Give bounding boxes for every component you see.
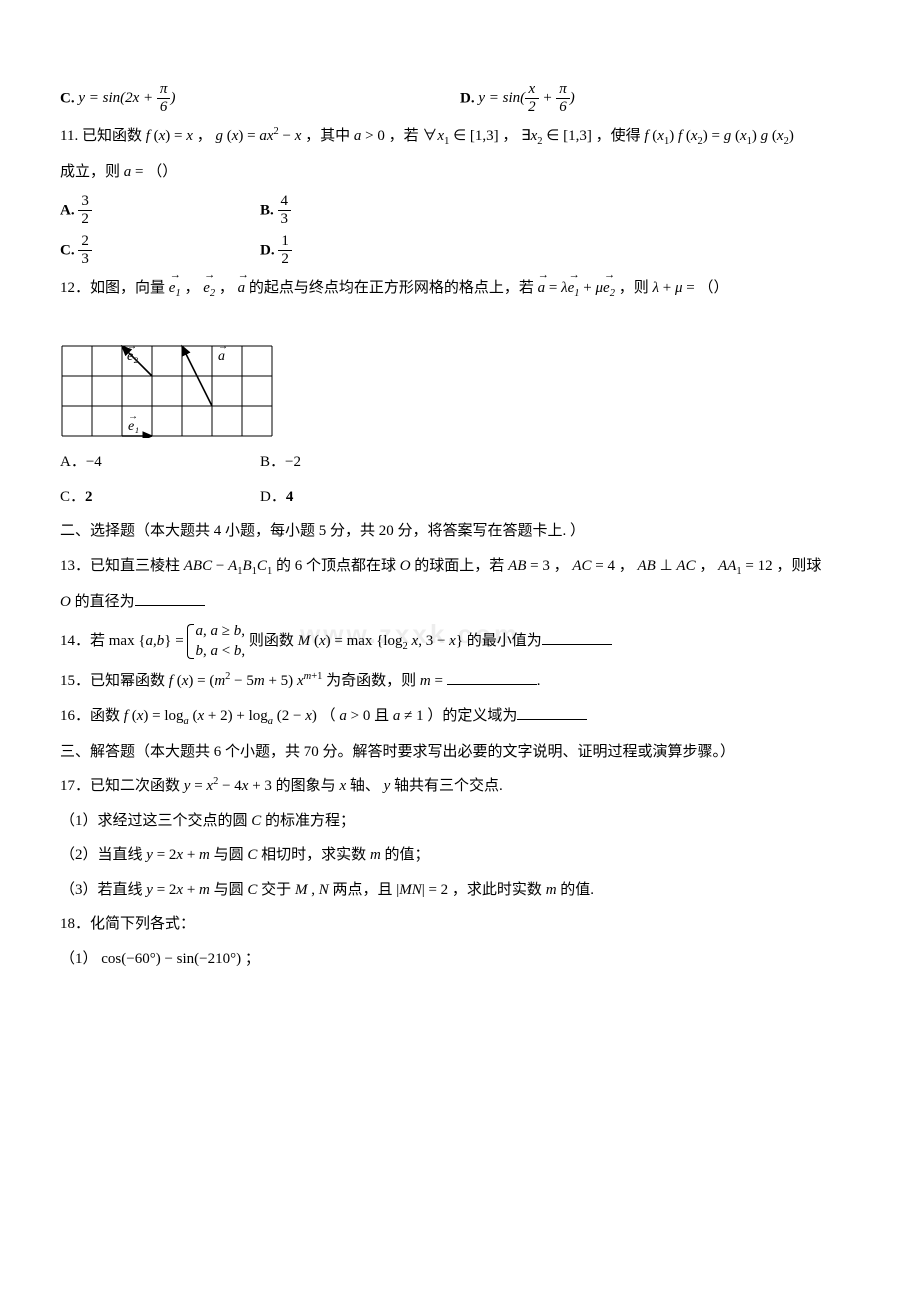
q16-stem: 16．函数 f (x) = loga (x + 2) + loga (2 − x… [60, 702, 860, 732]
q15-blank [447, 669, 537, 685]
q12-opt-d: D．4 [260, 483, 860, 512]
q10-opt-d: D. y = sin(x2 + π6) [460, 82, 860, 116]
q12-grid-svg: e₁→e₂→a→ [60, 314, 274, 438]
q12-stem: 12．如图，向量 e1 ， e2 ， a 的起点与终点均在正方形网格的格点上，若… [60, 274, 860, 304]
q11-a-frac: 32 [78, 193, 92, 227]
q13-stem-line2: O 的直径为 [60, 588, 860, 617]
q17-part1: （1）求经过这三个交点的圆 C 的标准方程； [60, 807, 860, 836]
q12-opt-b: B．−2 [260, 448, 860, 477]
q12-figure: e₁→e₂→a→ [60, 314, 860, 438]
q14-blank [542, 629, 612, 645]
q10-opt-c: C. y = sin(2x + π6) [60, 82, 460, 116]
q11-stem-line1: 11. 已知函数 f (x) = x ， g (x) = ax2 − x ，其中… [60, 122, 860, 152]
q11-opt-d: D. 12 [260, 234, 860, 268]
q11-opt-b: B. 43 [260, 194, 860, 228]
q11-options-ab: A. 32 B. 43 [60, 194, 860, 228]
q17-part2: （2）当直线 y = 2x + m 与圆 C 相切时，求实数 m 的值； [60, 841, 860, 870]
q10-c-label: C. [60, 90, 75, 106]
q11-opt-a: A. 32 [60, 194, 260, 228]
q15-tail: . [537, 673, 541, 689]
q12-a-label: A． [60, 454, 86, 470]
q12-b-val: −2 [285, 454, 301, 470]
q11-d-label: D. [260, 243, 275, 259]
q18-part1: （1） cos(−60°) − sin(−210°) ； [60, 945, 860, 974]
q12-c-label: C． [60, 489, 85, 505]
q12-c-val: 2 [85, 489, 93, 505]
q11-opt-c: C. 23 [60, 234, 260, 268]
q14-cases: a, a ≥ b, b, a < b, [187, 622, 245, 661]
q12-options-cd: C．2 D．4 [60, 483, 860, 512]
q10-options-cd: C. y = sin(2x + π6) D. y = sin(x2 + π6) [60, 82, 860, 116]
q12-a-val: −4 [86, 454, 102, 470]
q10-d-expr: y = sin(x2 + π6) [478, 90, 574, 106]
q17-stem: 17．已知二次函数 y = x2 − 4x + 3 的图象与 x 轴、 y 轴共… [60, 772, 860, 801]
q11-stem-line2: 成立，则 a = （） [60, 158, 860, 187]
q10-d-label: D. [460, 90, 475, 106]
q14-stem: 14．若 max {a,b} = a, a ≥ b, b, a < b, 则函数… [60, 622, 860, 661]
svg-text:→: → [218, 341, 228, 352]
q11-b-frac: 43 [278, 193, 292, 227]
section2-heading: 二、选择题（本大题共 4 小题，每小题 5 分，共 20 分，将答案写在答题卡上… [60, 517, 860, 546]
q12-b-label: B． [260, 454, 285, 470]
q16-blank [517, 704, 587, 720]
q10-c-expr: y = sin(2x + π6) [78, 90, 175, 106]
q11-a-label: A. [60, 203, 75, 219]
q18-stem: 18．化简下列各式： [60, 910, 860, 939]
q12-opt-a: A．−4 [60, 448, 260, 477]
q11-c-frac: 23 [78, 233, 92, 267]
q11-c-label: C. [60, 243, 75, 259]
q11-options-cd: C. 23 D. 12 [60, 234, 860, 268]
svg-text:→: → [127, 341, 137, 352]
q13-stem-line1: 13．已知直三棱柱 ABC − A1B1C1 的 6 个顶点都在球 O 的球面上… [60, 552, 860, 582]
q12-opt-c: C．2 [60, 483, 260, 512]
q15-stem: 15．已知幂函数 f (x) = (m2 − 5m + 5) xm+1 为奇函数… [60, 667, 860, 696]
section3-heading: 三、解答题（本大题共 6 个小题，共 70 分。解答时要求写出必要的文字说明、证… [60, 738, 860, 767]
q12-options-ab: A．−4 B．−2 [60, 448, 860, 477]
q12-d-val: 4 [286, 489, 294, 505]
svg-text:→: → [128, 411, 138, 422]
q13-blank [135, 590, 205, 606]
q12-d-label: D． [260, 489, 286, 505]
q11-b-label: B. [260, 203, 274, 219]
q11-d-frac: 12 [278, 233, 292, 267]
q17-part3: （3）若直线 y = 2x + m 与圆 C 交于 M , N 两点，且 |MN… [60, 876, 860, 905]
